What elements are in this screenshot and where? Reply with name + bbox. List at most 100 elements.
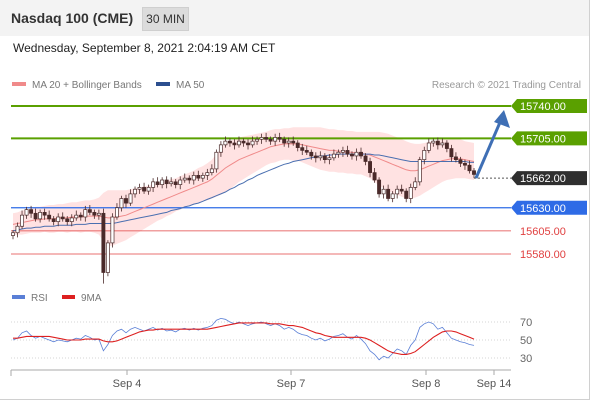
rsi-panel: 70 50 30	[11, 317, 532, 365]
ma20-swatch-icon	[12, 82, 26, 87]
candle-body	[119, 198, 124, 209]
candle-body	[345, 150, 350, 155]
candle-body	[246, 142, 250, 146]
candle-body	[250, 140, 255, 146]
rsi-line	[12, 317, 475, 361]
rsi-tick-50: 50	[520, 335, 532, 347]
candle-body	[142, 187, 147, 192]
candle-body	[422, 150, 427, 160]
ma20-line	[12, 143, 475, 225]
level-tag-15662.00	[511, 171, 587, 186]
candle-body	[264, 137, 269, 140]
candle-body	[42, 212, 47, 216]
candle-body	[200, 175, 205, 179]
candle-body	[331, 153, 336, 159]
candle-body	[304, 150, 309, 153]
level-label-15605.00: 15605.00	[520, 226, 566, 238]
candle-body	[196, 175, 201, 179]
candle-body	[128, 193, 133, 204]
level-labels: 15740.00 15705.00 15662.00 15630.00 15605.00…	[511, 99, 587, 261]
candle-body	[20, 214, 24, 227]
legend-ma20: MA 20 + Bollinger Bands	[12, 80, 142, 91]
candle-body	[33, 212, 38, 220]
candle-body	[92, 212, 97, 216]
candle-body	[105, 242, 110, 273]
candle-body	[413, 181, 418, 188]
candle-body	[291, 140, 296, 144]
candle-body	[151, 181, 156, 188]
candle-body	[110, 216, 115, 244]
candle-body	[160, 179, 165, 185]
candle-body	[137, 187, 142, 190]
candle-body	[286, 140, 291, 144]
level-tag-15705.00	[511, 131, 587, 146]
level-label-15662.00: 15662.00	[520, 173, 566, 185]
candle-body	[205, 172, 210, 176]
moving-averages	[12, 143, 475, 232]
candle-body	[368, 161, 372, 173]
candles	[11, 132, 476, 284]
candle-body	[173, 181, 178, 185]
candle-body	[417, 159, 422, 183]
candle-body	[322, 155, 327, 160]
candle-body	[458, 159, 463, 164]
candle-body	[259, 137, 264, 140]
legend-ma50-label: MA 50	[176, 80, 205, 91]
x-tick-label: Sep 4	[113, 378, 142, 390]
level-label-15630.00: 15630.00	[520, 203, 566, 215]
candle-body	[214, 151, 219, 170]
candle-body	[15, 225, 20, 234]
credit-label: Research © 2021 Trading Central	[431, 80, 581, 91]
candle-body	[191, 175, 196, 181]
candle-body	[115, 207, 119, 218]
candle-body	[169, 181, 174, 185]
level-label-15580.00: 15580.00	[520, 249, 566, 261]
candle-body	[363, 155, 368, 162]
legend-ma50: MA 50	[156, 80, 204, 91]
candle-body	[218, 144, 223, 153]
forecast-arrow-shaft	[474, 119, 503, 179]
rsi-tick-70: 70	[520, 317, 532, 329]
level-label-15705.00: 15705.00	[520, 133, 566, 145]
level-label-15740.00: 15740.00	[520, 101, 566, 113]
candle-body	[426, 142, 431, 151]
candle-body	[318, 155, 323, 159]
candle-body	[440, 142, 445, 146]
forecast-arrow	[474, 110, 510, 179]
candle-body	[467, 164, 472, 172]
candle-body	[268, 138, 273, 142]
candle-body	[124, 198, 128, 204]
legend-ma20-label: MA 20 + Bollinger Bands	[32, 80, 142, 91]
candle-body	[309, 151, 314, 157]
candle-body	[83, 209, 88, 218]
candle-body	[399, 188, 404, 192]
candle-body	[395, 188, 400, 195]
timeframe-button[interactable]: 30 MIN	[142, 7, 189, 31]
candle-body	[38, 212, 43, 220]
candle-body	[232, 142, 237, 146]
x-axis: Sep 4 Sep 7 Sep 8 Sep 14	[10, 369, 511, 390]
legend-9ma: 9MA	[62, 293, 102, 304]
instrument-title: Nasdaq 100 (CME)	[11, 10, 134, 26]
forecast-arrow-head	[494, 110, 510, 128]
ma50-line	[12, 153, 474, 232]
chart-header: Nasdaq 100 (CME) 30 MIN	[0, 0, 589, 36]
candle-body	[300, 147, 305, 151]
candle-body	[146, 187, 151, 192]
candle-body	[74, 214, 79, 219]
rsi-tick-30: 30	[520, 353, 532, 365]
bollinger-band	[13, 127, 474, 246]
candle-body	[340, 150, 345, 153]
candle-body	[155, 181, 160, 185]
rsi-swatch-icon	[12, 295, 25, 300]
9ma-line	[13, 322, 475, 355]
candle-body	[69, 217, 74, 222]
candle-body	[354, 151, 359, 157]
level-tag-15630.00	[511, 200, 587, 215]
candle-body	[444, 142, 449, 149]
candle-body	[164, 179, 169, 185]
candle-body	[24, 209, 29, 216]
candle-body	[227, 140, 232, 144]
candle-body	[372, 172, 377, 181]
candle-body	[182, 177, 187, 181]
